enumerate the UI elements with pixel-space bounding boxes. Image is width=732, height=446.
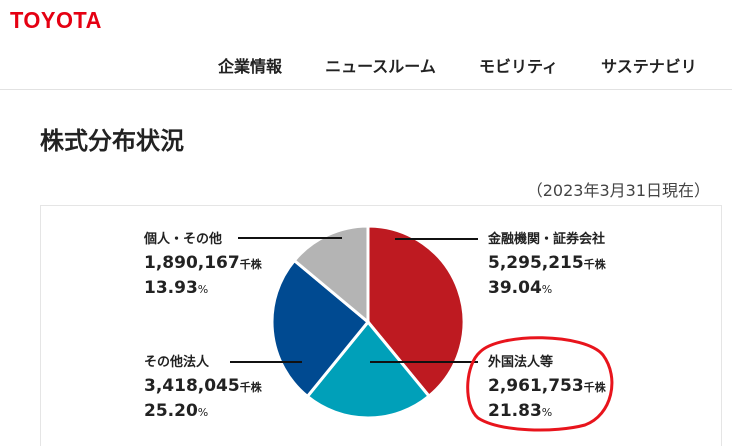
unit: 千株: [583, 258, 606, 271]
as-of-date: （2023年3月31日現在）: [526, 181, 710, 200]
slice-label: 個人・その他: [144, 232, 223, 247]
slice-financial: [366, 224, 466, 399]
slice-label: 金融機関・証券会社: [488, 232, 606, 247]
nav-corporate[interactable]: 企業情報: [218, 57, 283, 76]
nav-sustainability[interactable]: サステナビリ: [601, 57, 697, 76]
slice-percent: 13.93: [144, 278, 198, 298]
nav-mobility[interactable]: モビリティ: [478, 57, 558, 76]
slice-foreign: [305, 319, 432, 420]
slice-percent: 25.20: [144, 401, 198, 421]
slice-percent: 21.83: [488, 401, 542, 421]
slice-percent: 39.04: [488, 278, 542, 298]
unit: 千株: [239, 381, 262, 394]
slice-value: 5,295,215: [488, 253, 584, 273]
slice-individuals: [292, 224, 370, 326]
label-financial: 金融機関・証券会社 5,295,215千株 39.04%: [488, 228, 606, 301]
chart-panel: [40, 205, 722, 446]
highlight-circle-annotation: [466, 336, 614, 432]
label-foreign: 外国法人等 2,961,753千株 21.83%: [488, 351, 606, 424]
unit: 千株: [239, 258, 262, 271]
percent-sign: %: [197, 283, 209, 296]
percent-sign: %: [541, 283, 553, 296]
percent-sign: %: [541, 406, 553, 419]
percent-sign: %: [197, 406, 209, 419]
unit: 千株: [583, 381, 606, 394]
nav-newsroom[interactable]: ニュースルーム: [325, 57, 436, 76]
header-divider: [0, 89, 732, 90]
slice-label: その他法人: [144, 355, 210, 370]
slice-value: 2,961,753: [488, 376, 584, 396]
page-title: 株式分布状況: [40, 127, 184, 155]
pie-chart: [230, 224, 614, 432]
slice-value: 3,418,045: [144, 376, 240, 396]
slice-value: 1,890,167: [144, 253, 240, 273]
slice-label: 外国法人等: [488, 355, 554, 370]
main-nav: 企業情報 ニュースルーム モビリティ サステナビリ: [218, 53, 732, 77]
toyota-logo[interactable]: TOYOTA: [10, 7, 102, 33]
label-individuals: 個人・その他 1,890,167千株 13.93%: [144, 228, 262, 301]
label-other-corporations: その他法人 3,418,045千株 25.20%: [144, 351, 262, 424]
